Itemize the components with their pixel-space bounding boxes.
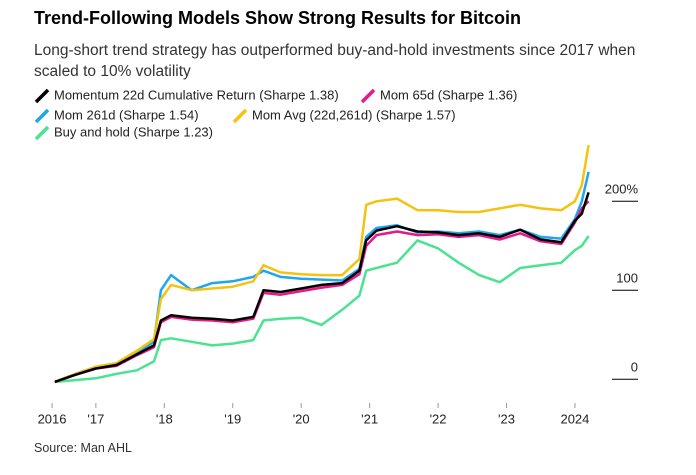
legend-swatch [34,108,50,124]
x-tick-label: '21 [361,411,378,426]
x-tick-label: '17 [87,411,104,426]
legend-label: Buy and hold (Sharpe 1.23) [54,124,213,139]
legend-label: Mom 65d (Sharpe 1.36) [380,87,517,102]
y-tick-label: 100 [616,271,638,286]
source-note: Source: Man AHL [34,441,132,455]
series-line [54,192,590,384]
chart-subtitle: Long-short trend strategy has outperform… [34,42,636,80]
legend-swatch [34,88,50,104]
y-tick-label: 200% [605,182,639,197]
x-tick-label: '22 [430,411,447,426]
x-tick-label: 2024 [560,411,589,426]
series-line [54,235,590,384]
legend-swatch [34,125,50,141]
x-tick-label: 2016 [38,411,67,426]
legend-swatch [360,88,376,104]
chart-title: Trend-Following Models Show Strong Resul… [34,8,521,28]
x-tick-label: '23 [498,411,515,426]
legend-label: Mom Avg (22d,261d) (Sharpe 1.57) [252,107,456,122]
y-tick-label: 0 [631,360,638,375]
series-line [54,144,590,384]
x-tick-label: '18 [156,411,173,426]
legend-label: Momentum 22d Cumulative Return (Sharpe 1… [54,87,339,102]
x-tick-label: '20 [293,411,310,426]
legend-swatch [232,108,248,124]
x-tick-label: '19 [224,411,241,426]
legend-label: Mom 261d (Sharpe 1.54) [54,107,199,122]
